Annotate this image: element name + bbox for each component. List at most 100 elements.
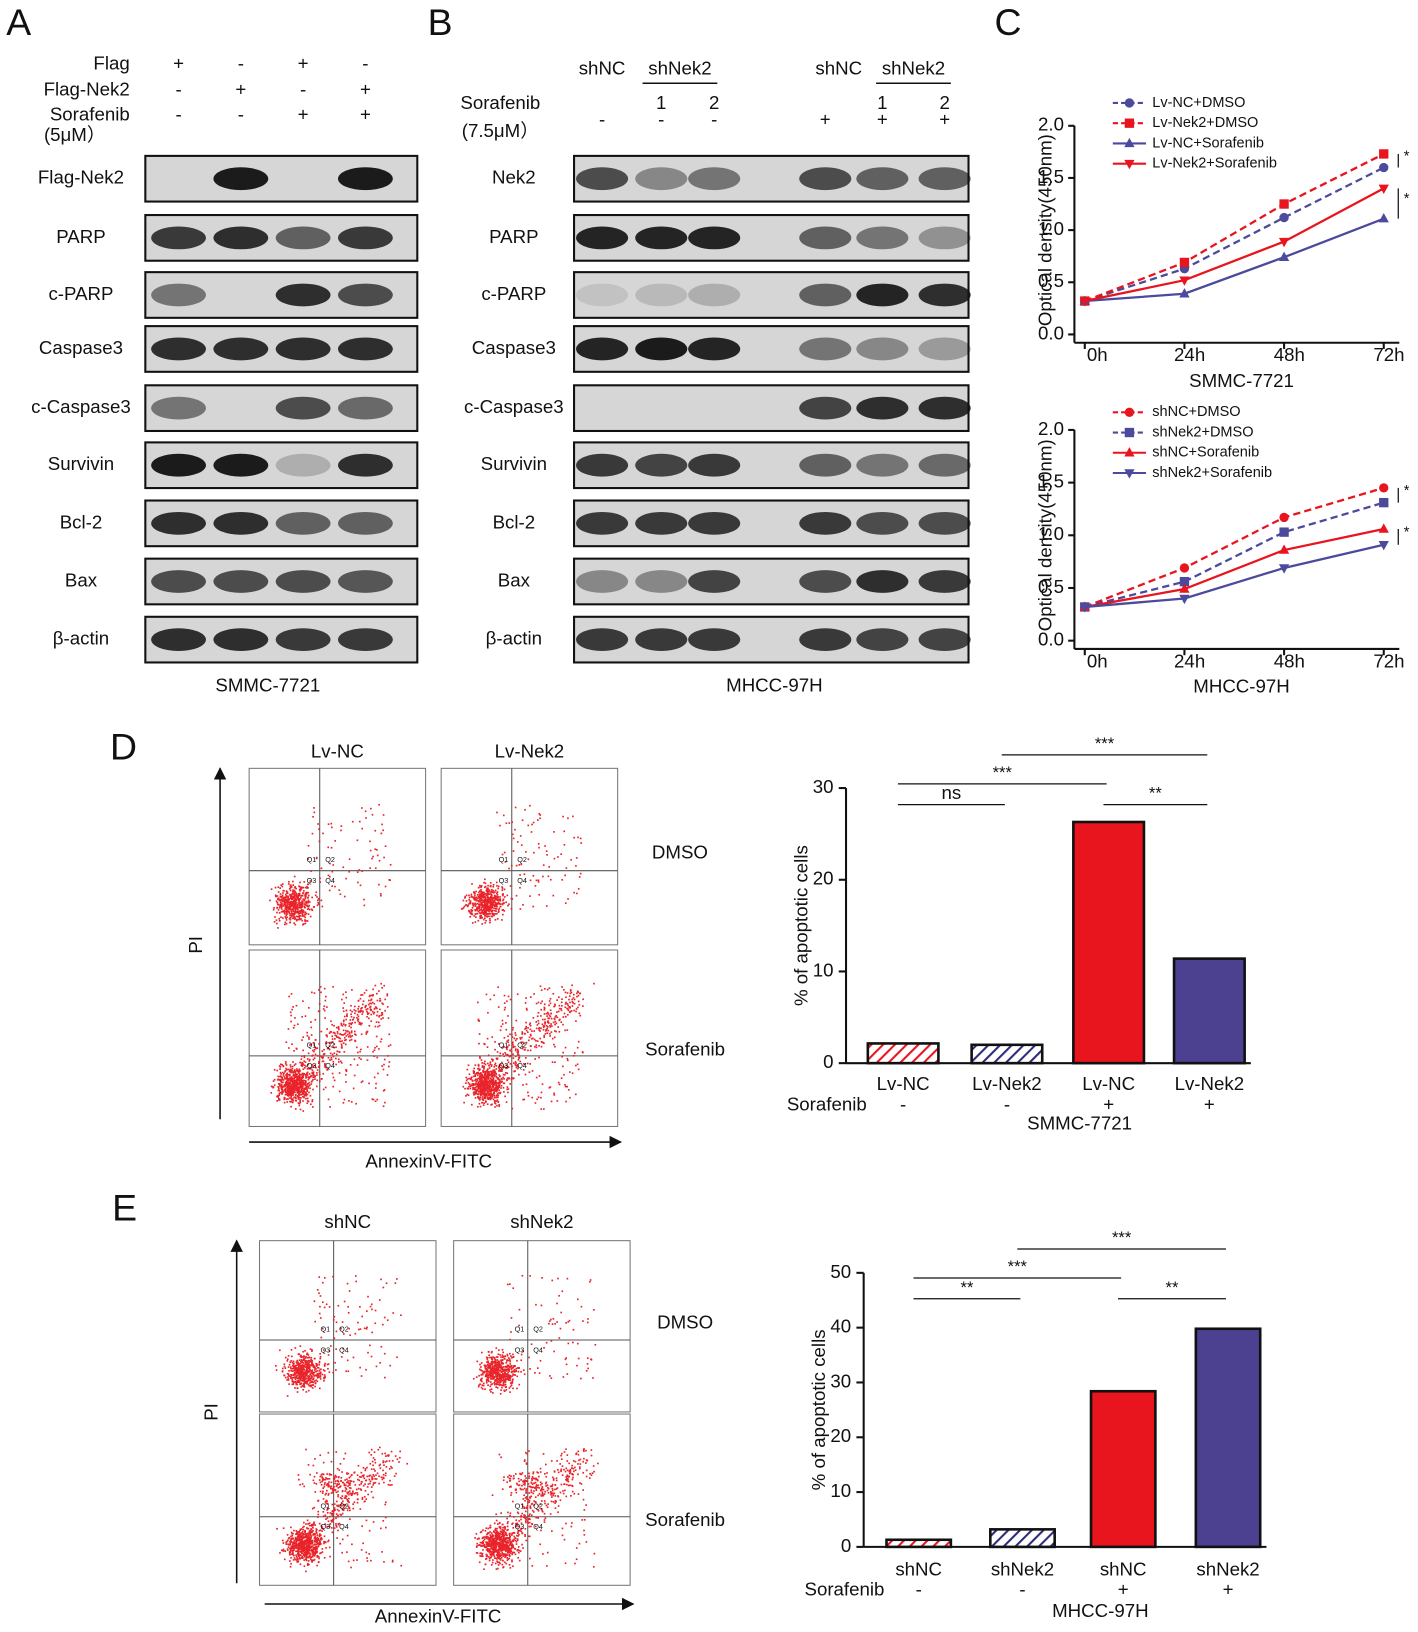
event-dot [501, 1387, 503, 1389]
quadrant-label: Q2 [325, 1040, 335, 1049]
event-dot [492, 1366, 494, 1368]
blot-strip [574, 215, 968, 261]
event-dot [481, 1378, 483, 1380]
event-dot [478, 1093, 480, 1095]
event-dot [344, 896, 346, 898]
band [635, 628, 687, 651]
event-dot [292, 901, 294, 903]
event-dot [357, 1008, 359, 1010]
event-dot [529, 895, 531, 897]
event-dot [292, 1061, 294, 1063]
event-dot [480, 1366, 482, 1368]
event-dot [338, 1061, 340, 1063]
event-dot [277, 1086, 279, 1088]
event-dot [283, 1073, 285, 1075]
event-dot [501, 1085, 503, 1087]
event-dot [323, 1060, 325, 1062]
event-dot [344, 1016, 346, 1018]
event-dot [505, 1022, 507, 1024]
event-dot [306, 1374, 308, 1376]
event-dot [362, 1080, 364, 1082]
event-dot [504, 1007, 506, 1009]
event-dot [387, 1319, 389, 1321]
event-dot [478, 1020, 480, 1022]
event-dot [350, 1064, 352, 1066]
event-dot [331, 1024, 333, 1026]
event-dot [348, 1025, 350, 1027]
event-dot [318, 1292, 320, 1294]
event-dot [285, 1543, 287, 1545]
event-dot [573, 837, 575, 839]
event-dot [302, 1068, 304, 1070]
event-dot [287, 1098, 289, 1100]
event-dot [487, 1012, 489, 1014]
event-dot [345, 991, 347, 993]
event-dot [477, 906, 479, 908]
event-dot [497, 1097, 499, 1099]
band [213, 570, 268, 593]
event-dot [498, 1105, 500, 1107]
event-dot [473, 897, 475, 899]
event-dot [331, 1035, 333, 1037]
event-dot [483, 1066, 485, 1068]
event-dot [504, 1002, 506, 1004]
event-dot [572, 816, 574, 818]
event-dot [484, 1364, 486, 1366]
event-dot [315, 1383, 317, 1385]
event-dot [378, 990, 380, 992]
quadrant-label: Q3 [499, 1061, 509, 1070]
event-dot [567, 992, 569, 994]
event-dot [353, 1357, 355, 1359]
event-dot [348, 1031, 350, 1033]
event-dot [540, 985, 542, 987]
event-dot [473, 1378, 475, 1380]
event-dot [577, 1063, 579, 1065]
event-dot [297, 1023, 299, 1025]
event-dot [478, 1073, 480, 1075]
event-dot [480, 1072, 482, 1074]
event-dot [515, 1370, 517, 1372]
event-dot [289, 915, 291, 917]
event-dot [389, 1061, 391, 1063]
event-dot [511, 898, 513, 900]
event-dot [563, 1376, 565, 1378]
event-dot [577, 1298, 579, 1300]
event-dot [351, 1016, 353, 1018]
event-dot [381, 1453, 383, 1455]
event-dot [505, 1054, 507, 1056]
event-dot [360, 885, 362, 887]
event-dot [484, 1073, 486, 1075]
event-dot [565, 1002, 567, 1004]
band [919, 397, 971, 420]
event-dot [309, 1368, 311, 1370]
event-dot [474, 1093, 476, 1095]
event-dot [383, 1064, 385, 1066]
event-dot [507, 1086, 509, 1088]
event-dot [512, 1287, 514, 1289]
event-dot [371, 995, 373, 997]
event-dot [287, 906, 289, 908]
event-dot [277, 927, 279, 929]
event-dot [553, 1044, 555, 1046]
band [635, 570, 687, 593]
event-dot [282, 896, 284, 898]
event-dot [319, 1479, 321, 1481]
event-dot [497, 918, 499, 920]
event-dot [284, 924, 286, 926]
event-dot [546, 905, 548, 907]
event-dot [514, 1369, 516, 1371]
event-dot [563, 831, 565, 833]
event-dot [294, 895, 296, 897]
condition-sublabel: (7.5μM） [462, 120, 539, 141]
event-dot [321, 1050, 323, 1052]
event-dot [396, 1356, 398, 1358]
event-dot [340, 1023, 342, 1025]
event-dot [302, 1064, 304, 1066]
event-dot [369, 867, 371, 869]
event-dot [387, 1074, 389, 1076]
band [151, 397, 206, 420]
band [213, 338, 268, 361]
event-dot [275, 894, 277, 896]
event-dot [277, 1076, 279, 1078]
band [338, 284, 393, 307]
